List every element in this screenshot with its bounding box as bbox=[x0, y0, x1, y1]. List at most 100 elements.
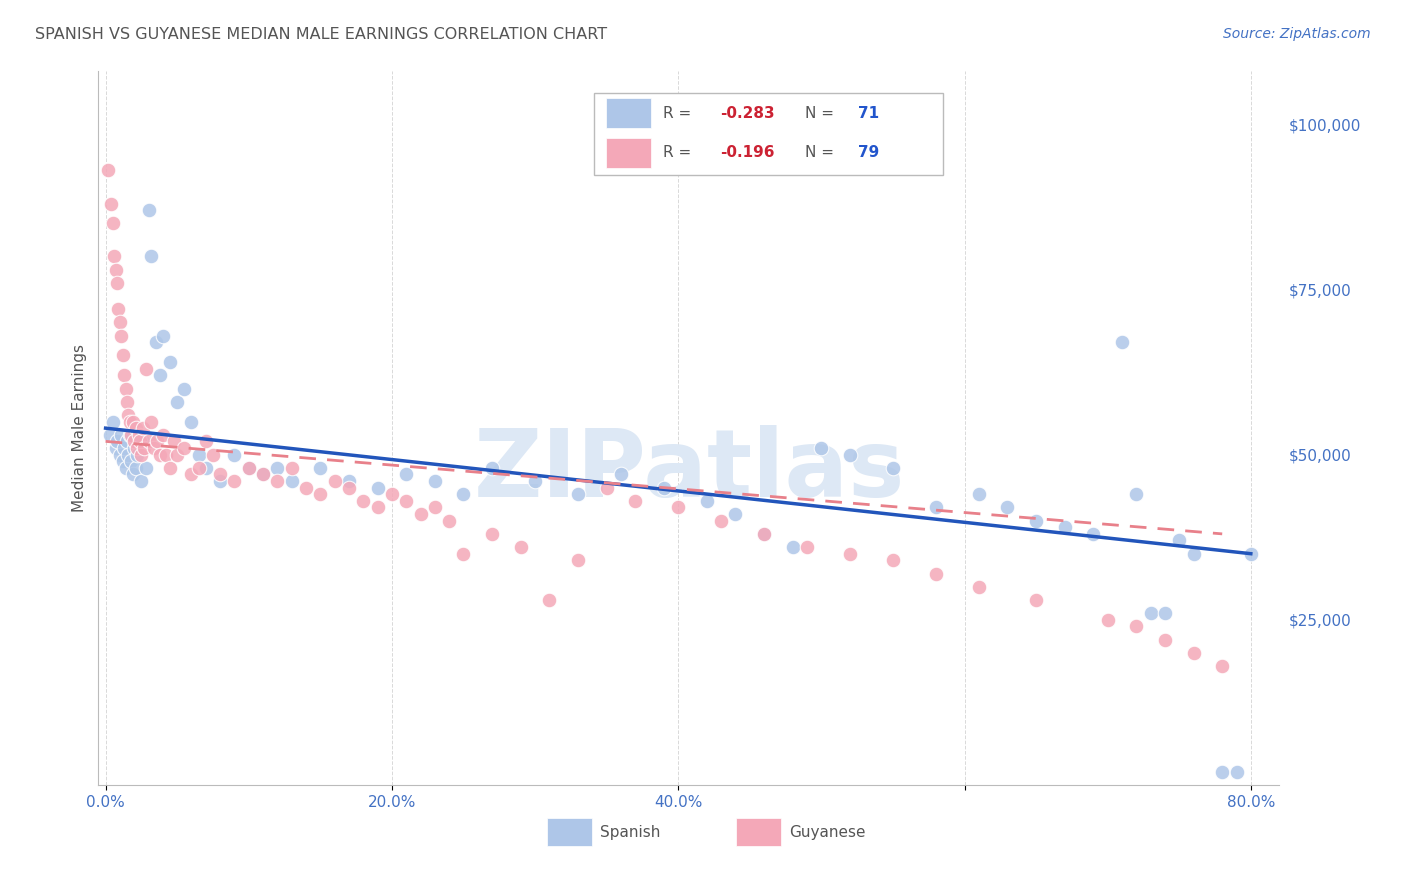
Point bbox=[159, 460, 181, 475]
Point bbox=[538, 593, 561, 607]
Point bbox=[173, 382, 195, 396]
Point bbox=[266, 474, 288, 488]
Point bbox=[146, 434, 169, 449]
Point bbox=[839, 448, 862, 462]
Point bbox=[224, 448, 246, 462]
Point bbox=[1125, 487, 1147, 501]
Point bbox=[110, 427, 132, 442]
Point bbox=[124, 421, 146, 435]
Point bbox=[129, 434, 152, 449]
Point bbox=[967, 487, 990, 501]
Text: ZIPatlas: ZIPatlas bbox=[474, 425, 904, 517]
Point bbox=[423, 474, 446, 488]
Point bbox=[135, 361, 157, 376]
Point bbox=[337, 474, 360, 488]
Point bbox=[107, 302, 129, 317]
Point bbox=[155, 448, 177, 462]
Point bbox=[101, 415, 124, 429]
Point bbox=[524, 474, 547, 488]
Point bbox=[882, 460, 904, 475]
Point bbox=[796, 540, 818, 554]
Point bbox=[115, 434, 138, 449]
Point bbox=[437, 514, 460, 528]
Point bbox=[1182, 547, 1205, 561]
Point bbox=[135, 460, 157, 475]
Point bbox=[481, 460, 503, 475]
Point bbox=[395, 493, 418, 508]
Point bbox=[112, 441, 135, 455]
Point bbox=[120, 427, 142, 442]
Point bbox=[309, 487, 332, 501]
Point bbox=[1182, 646, 1205, 660]
Point bbox=[252, 467, 274, 482]
Text: Spanish: Spanish bbox=[600, 824, 661, 839]
Point bbox=[105, 276, 128, 290]
Point bbox=[149, 448, 172, 462]
Point bbox=[194, 460, 217, 475]
Point bbox=[187, 448, 209, 462]
Point bbox=[110, 328, 132, 343]
Point bbox=[121, 467, 143, 482]
Point bbox=[103, 249, 125, 263]
Point bbox=[752, 527, 775, 541]
Text: R =: R = bbox=[664, 106, 696, 121]
Point bbox=[1125, 619, 1147, 633]
Bar bbox=[737, 819, 782, 846]
Text: -0.283: -0.283 bbox=[720, 106, 775, 121]
Point bbox=[1154, 606, 1177, 620]
Point bbox=[1097, 613, 1119, 627]
Point bbox=[1083, 527, 1105, 541]
Point bbox=[352, 493, 374, 508]
Point bbox=[367, 481, 389, 495]
Point bbox=[166, 394, 188, 409]
Point bbox=[141, 415, 163, 429]
Point bbox=[295, 481, 318, 495]
Point bbox=[209, 467, 232, 482]
Point bbox=[114, 382, 136, 396]
Point bbox=[997, 500, 1019, 515]
Point bbox=[120, 454, 142, 468]
Point bbox=[122, 441, 145, 455]
Point bbox=[610, 467, 633, 482]
Point bbox=[567, 553, 589, 567]
Point bbox=[839, 547, 862, 561]
Point bbox=[1111, 335, 1133, 350]
Point bbox=[105, 434, 128, 449]
Point bbox=[108, 315, 131, 329]
Point bbox=[111, 454, 134, 468]
Point bbox=[138, 203, 160, 218]
Point bbox=[652, 481, 675, 495]
Point bbox=[1225, 764, 1247, 779]
Text: Guyanese: Guyanese bbox=[789, 824, 866, 839]
Point bbox=[152, 427, 174, 442]
Point bbox=[1168, 533, 1191, 548]
Point bbox=[97, 163, 120, 178]
Point bbox=[752, 527, 775, 541]
Bar bbox=[606, 137, 651, 168]
Point bbox=[111, 349, 134, 363]
Point bbox=[724, 507, 747, 521]
Y-axis label: Median Male Earnings: Median Male Earnings bbox=[72, 344, 87, 512]
Point bbox=[810, 441, 832, 455]
Point bbox=[595, 481, 617, 495]
Point bbox=[782, 540, 804, 554]
Point bbox=[567, 487, 589, 501]
Point bbox=[134, 441, 156, 455]
Point bbox=[238, 460, 260, 475]
Point bbox=[509, 540, 531, 554]
Point bbox=[128, 427, 150, 442]
Point bbox=[132, 434, 155, 449]
Point bbox=[187, 460, 209, 475]
Point bbox=[323, 474, 346, 488]
Point bbox=[118, 427, 141, 442]
Point bbox=[367, 500, 389, 515]
Point bbox=[138, 434, 160, 449]
Point bbox=[194, 434, 217, 449]
Point bbox=[280, 474, 302, 488]
Point bbox=[125, 441, 148, 455]
Point bbox=[201, 448, 224, 462]
Point bbox=[163, 434, 186, 449]
Point bbox=[128, 434, 150, 449]
Point bbox=[104, 441, 127, 455]
Bar bbox=[547, 819, 592, 846]
